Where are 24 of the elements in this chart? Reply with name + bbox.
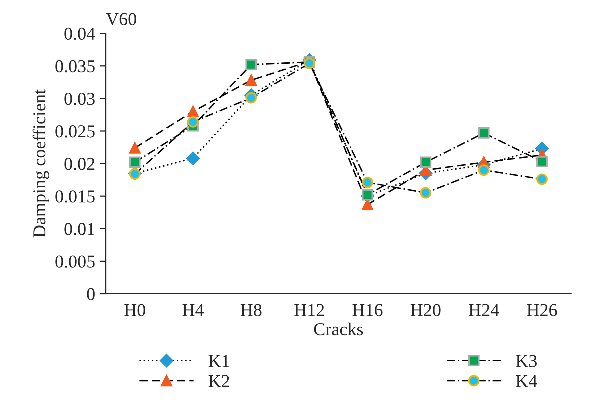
y-tick-label: 0.025 (56, 126, 95, 138)
x-tick-label: H26 (527, 304, 558, 316)
legend-label: K3 (516, 355, 537, 368)
x-tick-label: H24 (469, 304, 500, 316)
y-tick-label: 0.035 (56, 60, 95, 73)
x-tick-label: H8 (240, 304, 262, 316)
x-tick-label: H0 (124, 304, 146, 316)
legend-label: K4 (516, 375, 538, 388)
legend-label: K1 (208, 355, 230, 368)
x-tick-label: H4 (182, 304, 204, 316)
y-tick-label: 0.015 (56, 190, 95, 203)
y-tick-label: 0.01 (64, 223, 95, 236)
y-tick-label: 0.02 (64, 158, 95, 170)
y-tick-label: 0 (87, 288, 95, 300)
x-tick-label: H20 (410, 304, 441, 316)
x-tick-label: H12 (294, 304, 324, 316)
chart-title: V60 (106, 13, 136, 26)
legend-label: K2 (208, 375, 230, 388)
y-tick-label: 0.04 (64, 28, 96, 40)
y-axis-title: Damping coefficient (32, 90, 50, 238)
y-tick-label: 0.03 (64, 92, 95, 106)
y-tick-label: 0.005 (56, 256, 95, 268)
x-axis-title: Cracks (314, 322, 364, 336)
x-tick-label: H16 (352, 304, 383, 316)
